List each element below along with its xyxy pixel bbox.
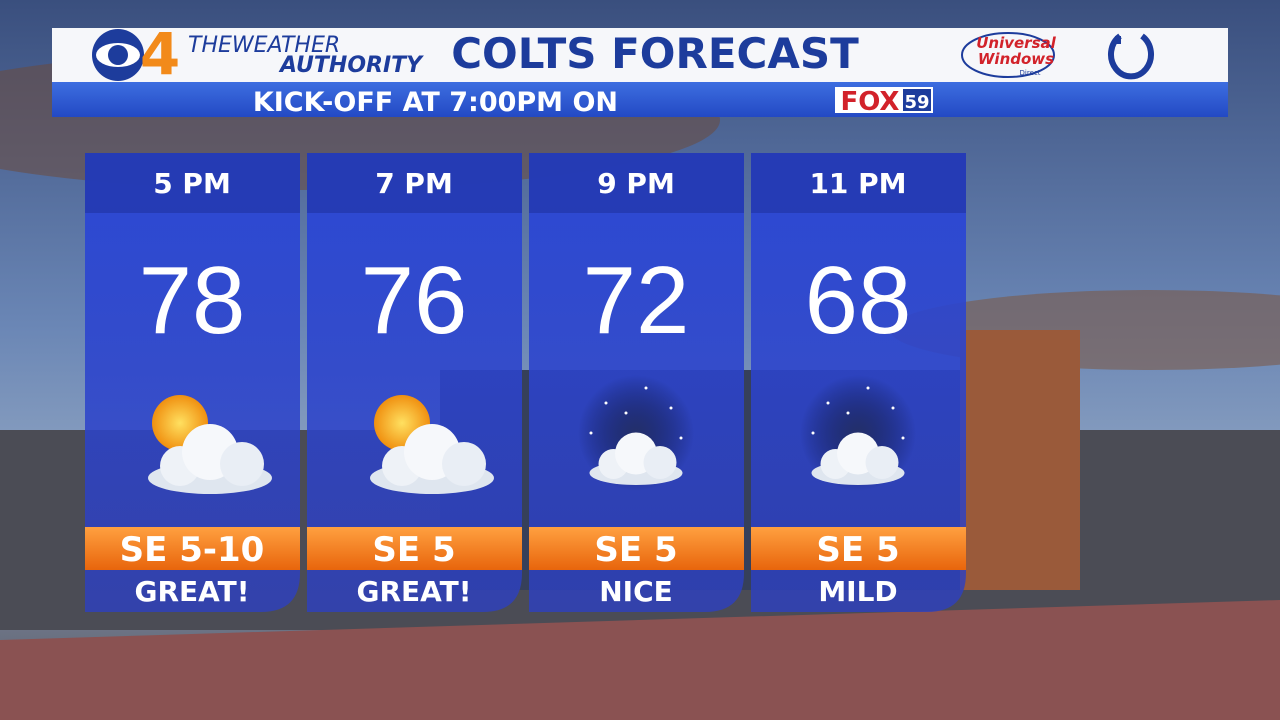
card-wind: SE 5-10 xyxy=(120,530,265,570)
wind-band xyxy=(85,527,300,570)
forecast-card: 9 PM 72 SE 5 NICE xyxy=(529,153,744,612)
sponsor-badge xyxy=(961,32,1055,78)
forecast-card: 7 PM 76 SE 5 GREAT! xyxy=(307,153,522,612)
card-time: 7 PM xyxy=(375,167,453,200)
subheader-bar xyxy=(52,82,1228,117)
sponsor-text: Universal xyxy=(976,34,1056,52)
sponsor-text: Direct xyxy=(1020,69,1041,77)
card-time: 11 PM xyxy=(809,167,906,200)
card-header xyxy=(529,153,744,213)
forecast-card: 5 PM 78 SE 5-10 GREAT! xyxy=(85,153,300,612)
card-header xyxy=(85,153,300,213)
card-desc: NICE xyxy=(599,575,673,608)
network-channel: 59 xyxy=(904,92,929,113)
brand-line: THEWEATHER xyxy=(188,33,340,58)
card-header xyxy=(307,153,522,213)
card-header xyxy=(751,153,966,213)
wind-band xyxy=(529,527,744,570)
title: COLTS FORECAST xyxy=(451,29,859,78)
card-temp: 76 xyxy=(361,247,468,354)
cbs-eye xyxy=(108,45,128,65)
colts-horseshoe xyxy=(1108,33,1154,80)
card-desc: MILD xyxy=(818,575,897,608)
card-time: 5 PM xyxy=(153,167,231,200)
wind-band xyxy=(751,527,966,570)
card-wind: SE 5 xyxy=(594,530,677,570)
wind-band xyxy=(307,527,522,570)
card-temp: 78 xyxy=(139,247,246,354)
brand-line: AUTHORITY xyxy=(278,53,424,78)
sponsor-text: Windows xyxy=(978,50,1054,68)
subheader-text: KICK-OFF AT 7:00PM ON xyxy=(253,87,618,118)
card-body xyxy=(85,153,300,612)
card-temp: 72 xyxy=(583,247,690,354)
weather-icon xyxy=(578,375,694,491)
card-wind: SE 5 xyxy=(816,530,899,570)
network-name: FOX xyxy=(841,87,900,117)
forecast-card: 11 PM 68 SE 5 MILD xyxy=(751,153,966,612)
roof xyxy=(0,600,1280,720)
stadium-tower xyxy=(960,330,1080,590)
card-desc: GREAT! xyxy=(134,575,249,608)
card-wind: SE 5 xyxy=(372,530,455,570)
station-number: 4 xyxy=(140,20,180,88)
weather-icon xyxy=(800,375,916,491)
card-desc: GREAT! xyxy=(356,575,471,608)
card-time: 9 PM xyxy=(597,167,675,200)
network-logo xyxy=(903,89,931,111)
card-body xyxy=(307,153,522,612)
card-temp: 68 xyxy=(805,247,912,354)
